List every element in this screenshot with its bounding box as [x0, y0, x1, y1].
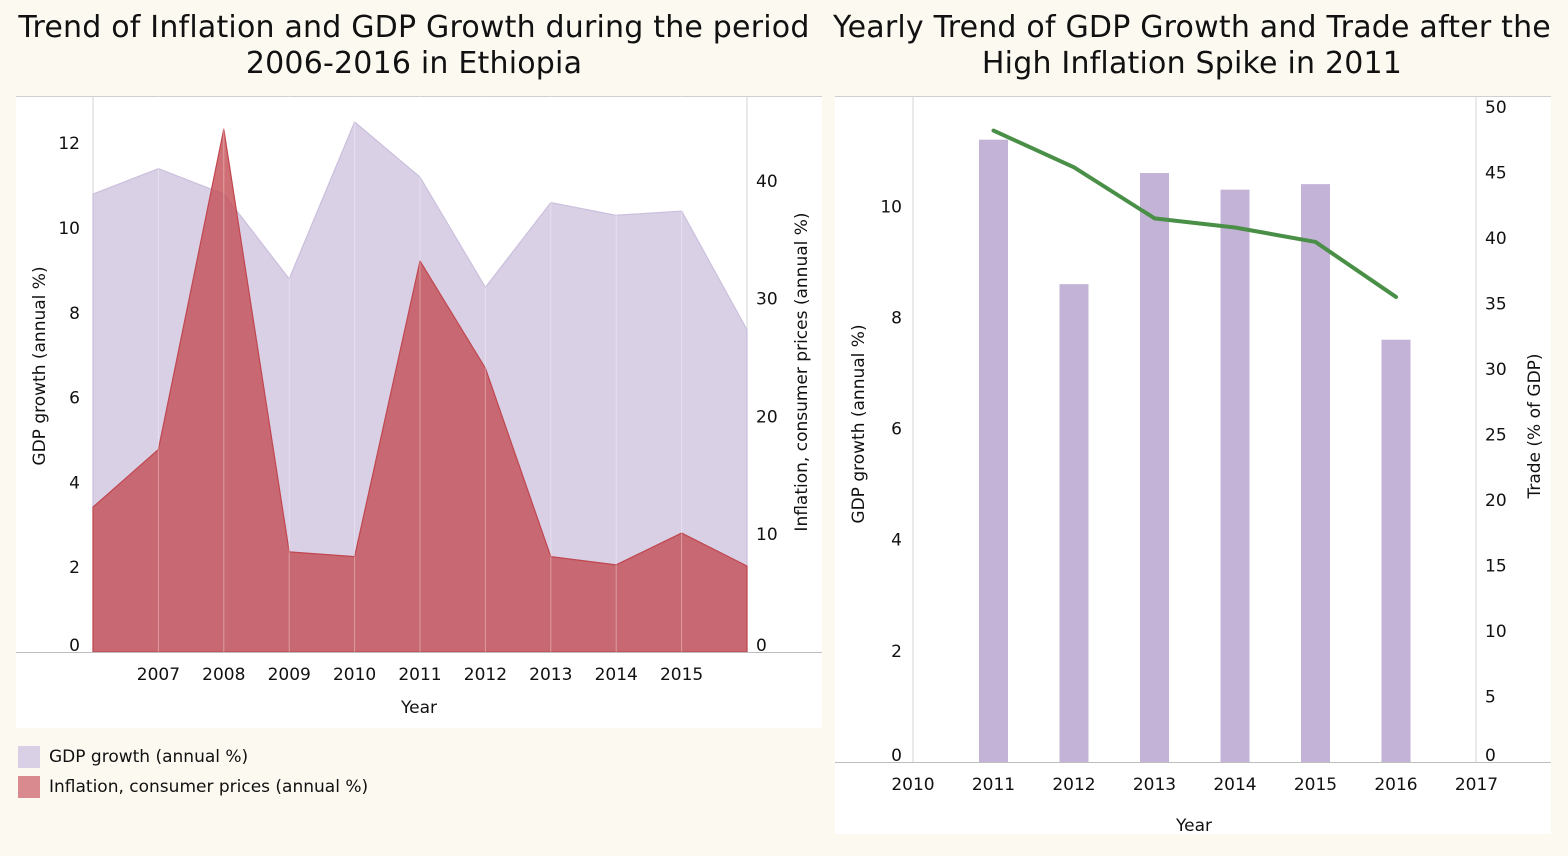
left-y2-axis-title: Inflation, consumer prices (annual %)	[792, 212, 812, 531]
left-x-tick-label: 2007	[137, 665, 180, 685]
left-y-tick-label: 2	[69, 558, 80, 578]
chart-title-left: Trend of Inflation and GDP Growth during…	[18, 10, 810, 81]
right-y-tick-label: 0	[891, 746, 902, 766]
bar-gdp-growth-2012	[1059, 284, 1089, 762]
right-x-tick-label: 2010	[891, 775, 934, 795]
legend-item-inflation[interactable]: Inflation, consumer prices (annual %)	[18, 772, 368, 802]
right-y2-tick-label: 10	[1485, 622, 1507, 642]
bar-gdp-growth-2011	[979, 139, 1008, 762]
left-y2-tick-label: 40	[756, 172, 778, 192]
left-y-tick-label: 0	[69, 636, 80, 656]
right-y-tick-label: 2	[891, 642, 902, 662]
left-y2-tick-label: 20	[756, 407, 778, 427]
line-series-trade	[991, 128, 1398, 299]
left-chart-svg: 2007 2008 2009 2010 2011 2012 2013 2014 2015Year…	[16, 96, 822, 718]
left-y2-tick-label: 30	[756, 290, 778, 310]
legend: GDP growth (annual %) Inflation, consume…	[18, 742, 368, 802]
left-y-tick-label: 12	[58, 134, 80, 154]
left-x-tick-label: 2011	[398, 665, 441, 685]
left-y2-tick-label: 0	[756, 636, 767, 656]
right-x-tick-label: 2013	[1133, 775, 1176, 795]
bar-gdp-growth-2014	[1220, 189, 1250, 763]
left-y-tick-label: 4	[69, 473, 80, 493]
legend-label-gdp: GDP growth (annual %)	[49, 747, 249, 767]
right-x-tick-label: 2017	[1455, 775, 1498, 795]
legend-swatch-gdp	[18, 746, 40, 768]
legend-swatch-inflation	[18, 776, 40, 798]
left-y-tick-label: 8	[69, 304, 80, 324]
right-y-axis-title: GDP growth (annual %)	[849, 324, 869, 523]
bar-gdp-growth-2016	[1381, 339, 1411, 762]
right-y-tick-label: 8	[891, 308, 902, 328]
left-x-tick-label: 2009	[268, 665, 311, 685]
left-x-tick-label: 2010	[333, 665, 376, 685]
right-y2-tick-label: 25	[1485, 426, 1507, 446]
left-y2-tick-label: 10	[756, 525, 778, 545]
left-y-tick-label: 10	[58, 219, 80, 239]
left-x-axis-label: Year	[400, 698, 437, 718]
right-x-tick-label: 2014	[1213, 775, 1256, 795]
bar-gdp-growth-2013	[1140, 173, 1169, 763]
left-x-tick-label: 2014	[595, 665, 638, 685]
right-x-tick-label: 2012	[1052, 775, 1095, 795]
right-y2-tick-label: 30	[1485, 360, 1507, 380]
area-series-inflation	[92, 128, 748, 653]
right-chart-panel: 2010 2011 2012 2013 2014 2015 2016 2017 Year 0 2 4 6…	[835, 96, 1551, 834]
right-y2-tick-label: 20	[1485, 491, 1507, 511]
right-x-tick-label: 2011	[972, 775, 1015, 795]
chart-title-right: Yearly Trend of GDP Growth and Trade aft…	[833, 10, 1551, 81]
right-y2-tick-label: 45	[1485, 164, 1507, 184]
left-x-tick-label: 2013	[529, 665, 572, 685]
right-y-tick-label: 4	[891, 531, 902, 551]
left-x-tick-label: 2008	[202, 665, 245, 685]
right-y-tick-label: 10	[880, 197, 902, 217]
legend-item-gdp[interactable]: GDP growth (annual %)	[18, 742, 368, 772]
left-x-tick-label: 2012	[464, 665, 507, 685]
left-x-tick-label: 2015	[660, 665, 703, 685]
right-y2-tick-label: 40	[1485, 229, 1507, 249]
right-x-tick-label: 2016	[1374, 775, 1417, 795]
right-y2-tick-label: 35	[1485, 295, 1507, 315]
legend-label-inflation: Inflation, consumer prices (annual %)	[49, 777, 369, 797]
right-x-axis-label: Year	[1175, 816, 1212, 834]
right-y2-tick-label: 15	[1485, 557, 1507, 577]
right-x-tick-label: 2015	[1294, 775, 1337, 795]
right-chart-svg: 2010 2011 2012 2013 2014 2015 2016 2017Year0246…	[835, 96, 1551, 834]
bar-gdp-growth-2015	[1301, 184, 1330, 763]
right-y2-axis-title: Trade (% of GDP)	[1525, 353, 1545, 499]
left-chart-panel: 2007 2008 2009 2010 2011 2012 2013 2014 2015 Year…	[16, 96, 822, 728]
right-y-tick-label: 6	[891, 420, 902, 440]
right-y2-tick-label: 5	[1485, 688, 1496, 708]
left-y-tick-label: 6	[69, 389, 80, 409]
right-y2-tick-label: 0	[1485, 746, 1496, 766]
left-y-axis-title: GDP growth (annual %)	[30, 266, 50, 465]
right-y2-tick-label: 50	[1485, 98, 1507, 118]
